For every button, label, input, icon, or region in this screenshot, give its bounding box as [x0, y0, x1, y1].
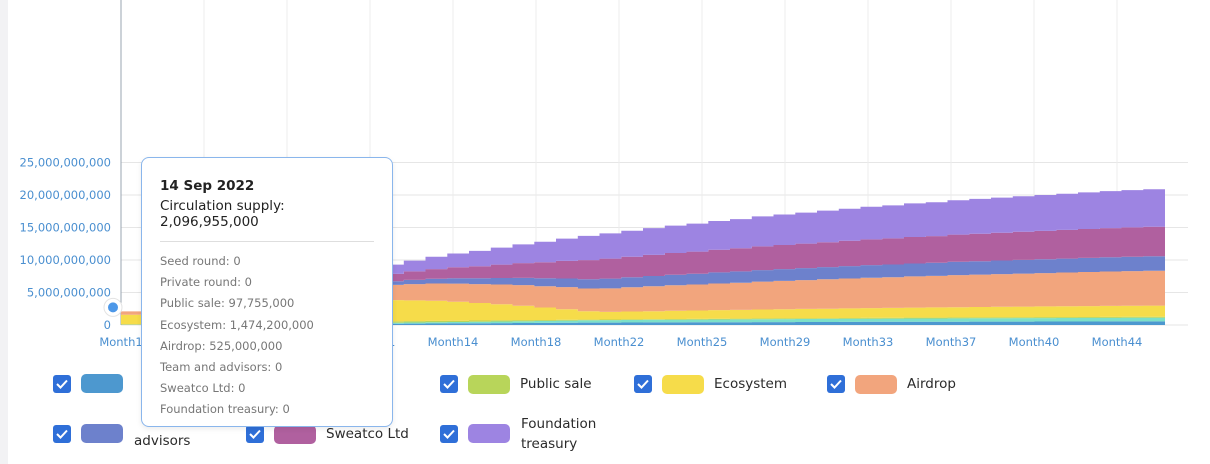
legend-label-line: Foundation — [521, 416, 597, 432]
legend-item-ecosystem[interactable]: Ecosystem — [634, 374, 787, 394]
area-sweatco-ltd — [121, 226, 1165, 312]
legend-label: Sweatco Ltd — [326, 426, 409, 442]
legend-swatch — [274, 424, 316, 444]
legend-swatch — [855, 374, 897, 394]
legend-item-public-sale[interactable]: Public sale — [440, 374, 592, 394]
legend-label: Public sale — [520, 376, 592, 392]
hover-point — [108, 302, 118, 313]
tooltip-row: Airdrop: 525,000,000 — [160, 338, 283, 353]
y-tick-label: 15,000,000,000 — [20, 221, 111, 235]
legend-item-sweatco-ltd[interactable]: Sweatco Ltd — [246, 424, 409, 444]
legend-label: advisors — [134, 433, 191, 449]
y-tick-label: 0 — [104, 318, 111, 332]
y-tick-label: 10,000,000,000 — [20, 253, 111, 267]
y-tick-label: 25,000,000,000 — [20, 156, 111, 170]
area-foundation-treasury — [121, 189, 1165, 312]
x-tick-label: Month14 — [428, 335, 479, 349]
tooltip-row: Team and advisors: 0 — [160, 360, 283, 375]
checkbox-checked-icon[interactable] — [634, 375, 652, 393]
legend-swatch — [468, 374, 510, 394]
chart-card: 0 5,000,000,000 10,000,000,000 15,000,000,0… — [8, 0, 1210, 464]
legend-label: Ecosystem — [714, 376, 788, 392]
tooltip-date: 14 Sep 2022 — [160, 178, 255, 194]
checkbox-checked-icon[interactable] — [827, 375, 845, 393]
checkbox-checked-icon[interactable] — [440, 424, 458, 443]
tooltip-row: Sweatco Ltd: 0 — [160, 381, 246, 396]
legend-label: Foundation treasury — [521, 414, 596, 454]
legend-label: Airdrop — [907, 376, 956, 392]
x-tick-label: Month25 — [677, 335, 728, 349]
hover-marker — [103, 297, 123, 317]
legend-swatch — [468, 424, 510, 443]
tooltip-divider — [160, 241, 374, 242]
legend-swatch — [81, 424, 123, 443]
tooltip-row: Ecosystem: 1,474,200,000 — [160, 317, 314, 332]
legend-item-foundation-treasury[interactable] — [440, 424, 510, 443]
y-tick-label: 20,000,000,000 — [20, 188, 111, 202]
tooltip-row: Seed round: 0 — [160, 254, 241, 268]
x-tick-label: Month29 — [760, 335, 811, 349]
tooltip-row: Private round: 0 — [160, 275, 252, 290]
checkbox-checked-icon[interactable] — [246, 425, 264, 443]
tooltip-row: Foundation treasury: 0 — [160, 402, 290, 417]
y-axis: 0 5,000,000,000 10,000,000,000 15,000,000,0… — [20, 156, 111, 333]
x-tick-label: Month37 — [926, 335, 977, 349]
legend-item-airdrop[interactable]: Airdrop — [827, 374, 956, 394]
x-tick-label: Month18 — [511, 335, 562, 349]
checkbox-checked-icon[interactable] — [53, 374, 71, 393]
legend-swatch — [81, 374, 123, 393]
legend-label-line: treasury — [521, 436, 578, 452]
x-tick-label: Month22 — [594, 335, 645, 349]
chart-tooltip: 14 Sep 2022 Circulation supply: 2,096,95… — [141, 157, 393, 427]
legend-item-seed-round[interactable] — [53, 374, 133, 393]
x-tick-label: Month1 — [99, 335, 142, 349]
tooltip-supply: Circulation supply: 2,096,955,000 — [160, 198, 285, 230]
tooltip-row: Public sale: 97,755,000 — [160, 296, 295, 311]
checkbox-checked-icon[interactable] — [440, 375, 458, 393]
x-tick-label: Month33 — [843, 335, 894, 349]
checkbox-checked-icon[interactable] — [53, 424, 71, 443]
legend-swatch — [662, 374, 704, 394]
x-tick-label: Month40 — [1009, 335, 1060, 349]
area-team-and-advisors — [121, 256, 1165, 312]
y-tick-label: 5,000,000,000 — [27, 286, 111, 300]
x-tick-label: Month44 — [1092, 335, 1143, 349]
legend-item-team-advisors[interactable] — [53, 424, 123, 443]
area-airdrop — [121, 270, 1165, 315]
